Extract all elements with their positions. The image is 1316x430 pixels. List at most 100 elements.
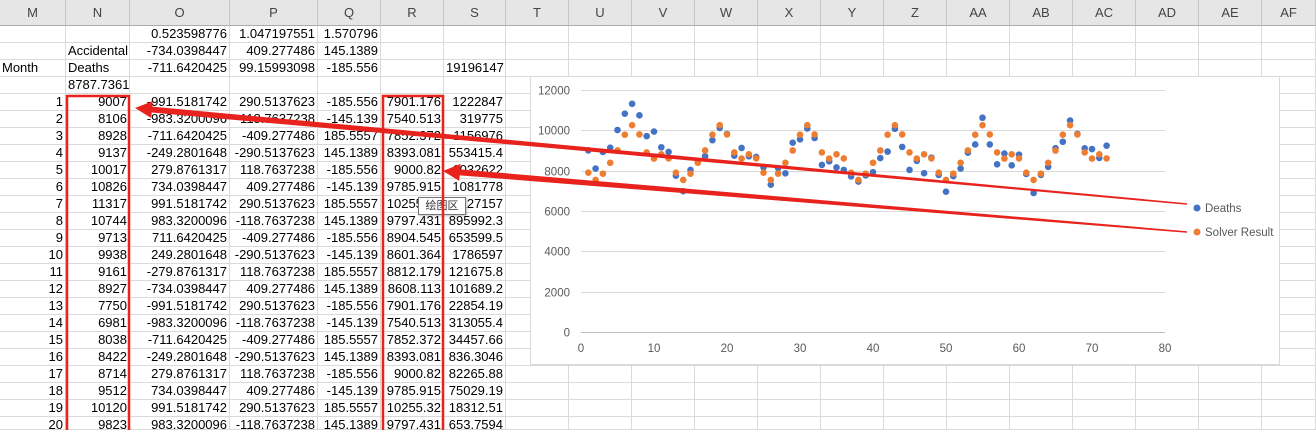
cell-M-20[interactable]: 16 — [0, 349, 66, 366]
cell-S-10[interactable]: 1081778 — [444, 179, 506, 196]
cell-AB-23[interactable] — [1010, 400, 1073, 417]
cell-T-23[interactable] — [506, 400, 569, 417]
deaths-legend-label[interactable]: Deaths — [1205, 203, 1242, 215]
column-header-U[interactable]: U — [569, 0, 632, 26]
cell-V-21[interactable] — [632, 366, 695, 383]
cell-T-24[interactable] — [506, 417, 569, 430]
cell-AD-21[interactable] — [1136, 366, 1199, 383]
cell-U-21[interactable] — [569, 366, 632, 383]
cell-N-19[interactable]: 8038 — [66, 332, 130, 349]
cell-U-3[interactable] — [569, 60, 632, 77]
cell-V-2[interactable] — [632, 43, 695, 60]
cell-P-15[interactable]: 118.7637238 — [230, 264, 318, 281]
cell-Q-3[interactable]: -185.556 — [318, 60, 381, 77]
cell-X-1[interactable] — [758, 26, 821, 43]
cell-S-3[interactable]: 19196147 — [444, 60, 506, 77]
cell-M-16[interactable]: 12 — [0, 281, 66, 298]
cell-O-21[interactable]: 279.8761317 — [130, 366, 230, 383]
chart-plot-area[interactable]: 0 2000 4000 6000 8000 10000 12000 0 10 20 30 40 50 60… — [531, 77, 1279, 364]
cell-S-20[interactable]: 836.3046 — [444, 349, 506, 366]
column-header-Z[interactable]: Z — [884, 0, 947, 26]
cell-M-24[interactable]: 20 — [0, 417, 66, 430]
cell-W-3[interactable] — [695, 60, 758, 77]
cell-AE-23[interactable] — [1199, 400, 1262, 417]
cell-P-11[interactable]: 290.5137623 — [230, 196, 318, 213]
cell-N-6[interactable]: 8106 — [66, 111, 130, 128]
cell-T-2[interactable] — [506, 43, 569, 60]
cell-AA-24[interactable] — [947, 417, 1010, 430]
cell-AB-1[interactable] — [1010, 26, 1073, 43]
solver-result-legend-label[interactable]: Solver Result — [1205, 227, 1274, 239]
cell-AA-1[interactable] — [947, 26, 1010, 43]
cell-X-2[interactable] — [758, 43, 821, 60]
cell-S-13[interactable]: 653599.5 — [444, 230, 506, 247]
cell-Q-13[interactable]: -185.556 — [318, 230, 381, 247]
cell-X-3[interactable] — [758, 60, 821, 77]
cell-P-5[interactable]: 290.5137623 — [230, 94, 318, 111]
cell-Q-19[interactable]: 185.5557 — [318, 332, 381, 349]
cell-AC-22[interactable] — [1073, 383, 1136, 400]
cell-S-2[interactable] — [444, 43, 506, 60]
cell-P-1[interactable]: 1.047197551 — [230, 26, 318, 43]
cell-N-18[interactable]: 6981 — [66, 315, 130, 332]
cell-Y-24[interactable] — [821, 417, 884, 430]
cell-Y-1[interactable] — [821, 26, 884, 43]
cell-AF-21[interactable] — [1262, 366, 1316, 383]
cell-P-24[interactable]: -118.7637238 — [230, 417, 318, 430]
cell-Q-11[interactable]: 185.5557 — [318, 196, 381, 213]
cell-AE-21[interactable] — [1199, 366, 1262, 383]
cell-Q-4[interactable] — [318, 77, 381, 94]
cell-P-6[interactable]: -118.7637238 — [230, 111, 318, 128]
cell-M-5[interactable]: 1 — [0, 94, 66, 111]
cell-AB-22[interactable] — [1010, 383, 1073, 400]
cell-AC-2[interactable] — [1073, 43, 1136, 60]
chart[interactable]: 0 2000 4000 6000 8000 10000 12000 0 10 20 30 40 50 60… — [530, 76, 1280, 365]
cell-P-16[interactable]: 409.277486 — [230, 281, 318, 298]
cell-S-5[interactable]: 1222847 — [444, 94, 506, 111]
cell-AF-3[interactable] — [1262, 60, 1316, 77]
column-header-W[interactable]: W — [695, 0, 758, 26]
cell-O-7[interactable]: -711.6420425 — [130, 128, 230, 145]
cell-O-15[interactable]: -279.8761317 — [130, 264, 230, 281]
cell-N-4[interactable]: 8787.7361 — [66, 77, 130, 94]
cell-Q-20[interactable]: 145.1389 — [318, 349, 381, 366]
cell-N-2[interactable]: Accidental — [66, 43, 130, 60]
cell-AF-1[interactable] — [1262, 26, 1316, 43]
cell-O-1[interactable]: 0.523598776 — [130, 26, 230, 43]
cell-M-1[interactable] — [0, 26, 66, 43]
cell-AD-23[interactable] — [1136, 400, 1199, 417]
cell-M-9[interactable]: 5 — [0, 162, 66, 179]
cell-R-20[interactable]: 8393.081 — [381, 349, 444, 366]
cell-S-6[interactable]: 319775 — [444, 111, 506, 128]
cell-X-22[interactable] — [758, 383, 821, 400]
cell-AA-23[interactable] — [947, 400, 1010, 417]
cell-R-14[interactable]: 8601.364 — [381, 247, 444, 264]
cell-U-1[interactable] — [569, 26, 632, 43]
cell-P-21[interactable]: 118.7637238 — [230, 366, 318, 383]
cell-AB-2[interactable] — [1010, 43, 1073, 60]
cell-P-12[interactable]: -118.7637238 — [230, 213, 318, 230]
cell-P-4[interactable] — [230, 77, 318, 94]
cell-X-24[interactable] — [758, 417, 821, 430]
cell-M-11[interactable]: 7 — [0, 196, 66, 213]
cell-Z-22[interactable] — [884, 383, 947, 400]
cell-Y-3[interactable] — [821, 60, 884, 77]
cell-N-3[interactable]: Deaths — [66, 60, 130, 77]
cell-S-7[interactable]: 1156976 — [444, 128, 506, 145]
cell-AE-24[interactable] — [1199, 417, 1262, 430]
cell-M-19[interactable]: 15 — [0, 332, 66, 349]
cell-R-3[interactable] — [381, 60, 444, 77]
column-header-S[interactable]: S — [444, 0, 506, 26]
cell-N-20[interactable]: 8422 — [66, 349, 130, 366]
cell-M-12[interactable]: 8 — [0, 213, 66, 230]
cell-S-12[interactable]: 895992.3 — [444, 213, 506, 230]
cell-T-1[interactable] — [506, 26, 569, 43]
cell-P-8[interactable]: -290.5137623 — [230, 145, 318, 162]
cell-O-2[interactable]: -734.0398447 — [130, 43, 230, 60]
cell-S-16[interactable]: 101689.2 — [444, 281, 506, 298]
cell-N-13[interactable]: 9713 — [66, 230, 130, 247]
column-header-AA[interactable]: AA — [947, 0, 1010, 26]
cell-R-12[interactable]: 9797.431 — [381, 213, 444, 230]
cell-W-22[interactable] — [695, 383, 758, 400]
column-header-AE[interactable]: AE — [1199, 0, 1262, 26]
